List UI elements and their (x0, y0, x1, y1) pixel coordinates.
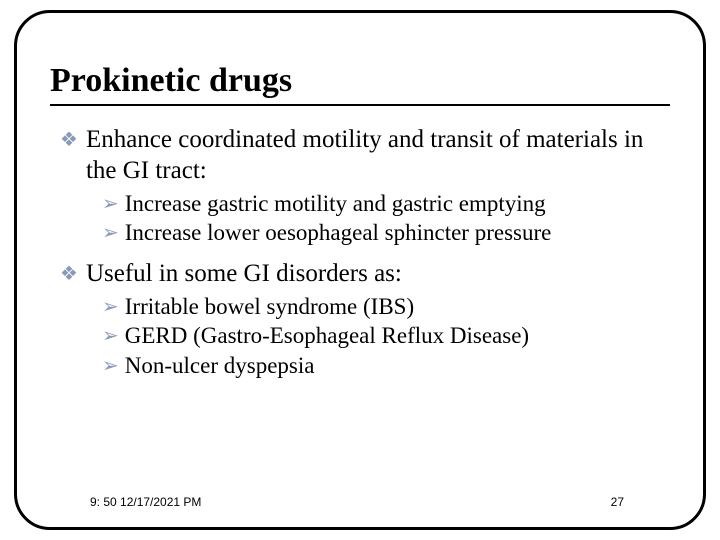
list-item-text: Enhance coordinated motility and transit… (86, 124, 670, 187)
sub-list-item-text: Increase gastric motility and gastric em… (125, 189, 670, 219)
sub-list-item: ➢ Irritable bowel syndrome (IBS) (102, 292, 670, 322)
sub-list-item-text: Non-ulcer dyspepsia (125, 351, 670, 381)
arrow-bullet-icon: ➢ (102, 191, 119, 217)
slide: Prokinetic drugs ❖ Enhance coordinated m… (0, 0, 720, 540)
arrow-bullet-icon: ➢ (102, 220, 119, 246)
slide-body: ❖ Enhance coordinated motility and trans… (60, 124, 670, 381)
slide-title: Prokinetic drugs (50, 62, 670, 106)
sub-list-item: ➢ Non-ulcer dyspepsia (102, 351, 670, 381)
sub-list-item: ➢ GERD (Gastro-Esophageal Reflux Disease… (102, 321, 670, 351)
diamond-bullet-icon: ❖ (60, 262, 78, 287)
sub-list-item: ➢ Increase gastric motility and gastric … (102, 189, 670, 219)
list-item-text: Useful in some GI disorders as: (86, 258, 670, 289)
sub-list: ➢ Increase gastric motility and gastric … (102, 189, 670, 249)
arrow-bullet-icon: ➢ (102, 294, 119, 320)
sub-list-item-text: Increase lower oesophageal sphincter pre… (125, 218, 670, 248)
footer-timestamp: 9: 50 12/17/2021 PM (90, 495, 201, 509)
list-item: ❖ Useful in some GI disorders as: (60, 258, 670, 289)
arrow-bullet-icon: ➢ (102, 323, 119, 349)
diamond-bullet-icon: ❖ (60, 128, 78, 153)
arrow-bullet-icon: ➢ (102, 353, 119, 379)
footer-page-number: 27 (611, 495, 624, 509)
sub-list-item-text: Irritable bowel syndrome (IBS) (125, 292, 670, 322)
slide-content: Prokinetic drugs ❖ Enhance coordinated m… (50, 62, 670, 391)
sub-list-item: ➢ Increase lower oesophageal sphincter p… (102, 218, 670, 248)
sub-list: ➢ Irritable bowel syndrome (IBS) ➢ GERD … (102, 292, 670, 382)
list-item: ❖ Enhance coordinated motility and trans… (60, 124, 670, 187)
sub-list-item-text: GERD (Gastro-Esophageal Reflux Disease) (125, 321, 670, 351)
